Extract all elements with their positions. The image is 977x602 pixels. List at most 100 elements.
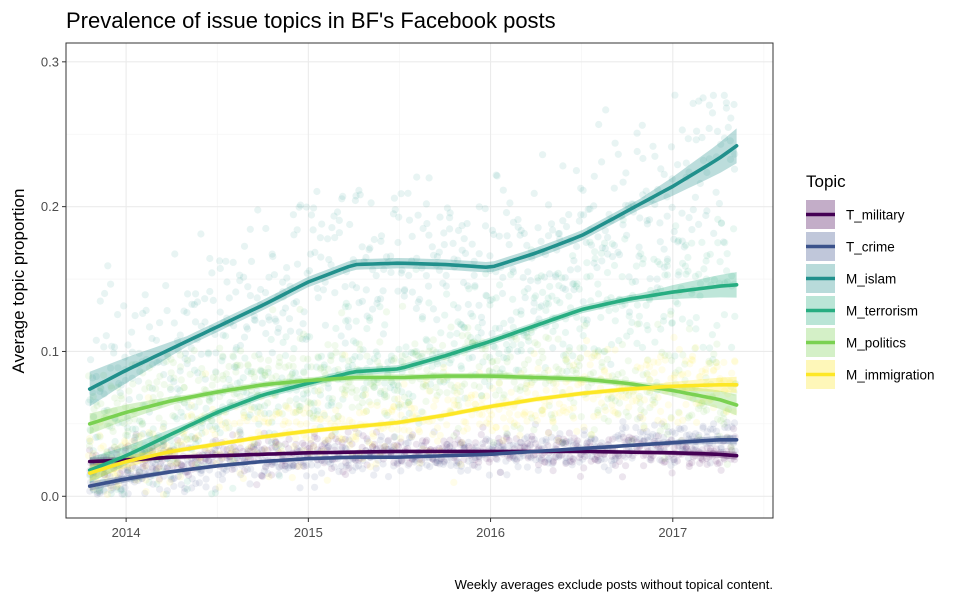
data-point — [216, 429, 224, 437]
data-point — [299, 439, 307, 447]
data-point — [660, 263, 668, 271]
data-point — [700, 265, 708, 273]
data-point — [233, 389, 241, 397]
data-point — [703, 207, 711, 215]
data-point — [628, 454, 636, 462]
data-point — [728, 272, 736, 280]
data-point — [121, 437, 129, 445]
data-point — [465, 443, 473, 451]
data-point — [502, 433, 510, 441]
data-point — [155, 463, 163, 471]
data-point — [561, 285, 570, 294]
data-point — [492, 423, 500, 431]
data-point — [584, 383, 592, 391]
data-point — [244, 360, 252, 369]
data-point — [443, 421, 451, 429]
data-point — [544, 201, 553, 209]
data-point — [573, 280, 581, 288]
data-point — [191, 403, 199, 411]
data-point — [327, 401, 335, 409]
data-point — [477, 313, 486, 321]
data-point — [450, 401, 459, 409]
data-point — [377, 432, 385, 441]
data-point — [178, 442, 186, 450]
data-point — [272, 438, 280, 447]
data-point — [381, 409, 389, 417]
data-point — [637, 411, 645, 420]
data-point — [556, 235, 564, 243]
data-point — [237, 471, 245, 479]
data-point — [128, 328, 136, 336]
data-point — [348, 440, 356, 448]
data-point — [229, 484, 237, 492]
data-point — [706, 344, 714, 352]
data-point — [509, 268, 517, 276]
data-point — [402, 440, 410, 448]
data-point — [390, 357, 398, 365]
data-point — [717, 219, 726, 227]
data-point — [162, 282, 170, 290]
data-point — [453, 389, 461, 397]
data-point — [646, 376, 654, 384]
data-point — [555, 229, 564, 238]
data-point — [191, 435, 199, 443]
data-point — [179, 462, 187, 470]
data-point — [696, 280, 705, 288]
data-point — [341, 435, 349, 443]
data-point — [558, 439, 566, 448]
data-point — [226, 456, 234, 464]
data-point — [526, 442, 534, 450]
data-point — [481, 378, 489, 386]
data-point — [310, 443, 318, 451]
data-point — [524, 356, 532, 364]
data-point — [342, 386, 350, 394]
data-point — [714, 215, 722, 223]
data-point — [491, 343, 499, 351]
data-point — [588, 452, 596, 461]
data-point — [167, 369, 175, 377]
data-point — [303, 269, 311, 277]
data-point — [320, 363, 328, 371]
data-point — [353, 386, 361, 395]
data-point — [618, 341, 627, 349]
data-point — [313, 411, 321, 419]
legend-item-M_islam: M_islam — [806, 264, 896, 293]
data-point — [630, 435, 638, 444]
data-point — [166, 478, 174, 486]
data-point — [155, 358, 163, 366]
data-point — [208, 416, 216, 424]
data-point — [661, 458, 669, 466]
data-point — [173, 403, 181, 411]
data-point — [405, 409, 413, 417]
data-point — [407, 348, 415, 357]
data-point — [317, 364, 325, 372]
data-point — [639, 191, 647, 199]
data-point — [584, 451, 592, 460]
data-point — [327, 351, 335, 359]
data-point — [394, 443, 403, 451]
data-point — [120, 419, 128, 427]
data-point — [559, 435, 568, 443]
data-point — [684, 370, 692, 378]
data-point — [502, 457, 510, 465]
data-point — [355, 462, 363, 470]
data-point — [300, 308, 308, 316]
data-point — [142, 449, 150, 457]
data-point — [579, 332, 587, 340]
data-point — [532, 292, 540, 300]
data-point — [172, 460, 180, 468]
data-point — [594, 352, 602, 360]
data-point — [201, 370, 210, 378]
data-point — [562, 351, 570, 359]
data-point — [541, 250, 550, 258]
data-point — [640, 424, 648, 432]
data-point — [355, 340, 363, 348]
data-point — [286, 282, 294, 290]
data-point — [717, 466, 725, 474]
data-point — [461, 394, 469, 402]
data-point — [475, 410, 484, 418]
data-point — [211, 446, 219, 454]
data-point — [516, 453, 524, 461]
data-point — [470, 257, 478, 265]
data-point — [731, 447, 739, 455]
